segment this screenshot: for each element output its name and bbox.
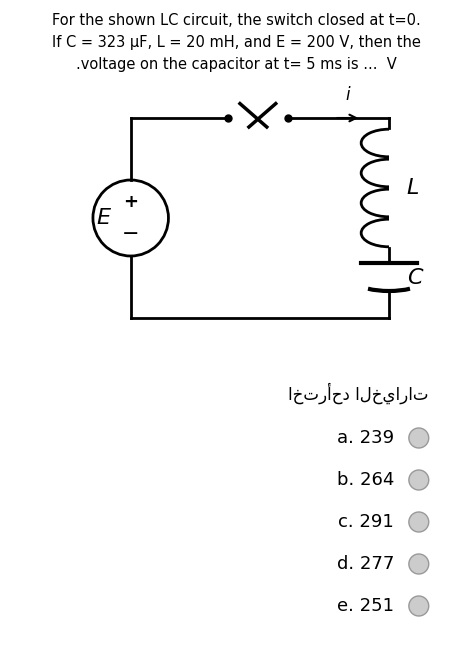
Text: +: +	[123, 193, 138, 211]
Text: For the shown LC circuit, the switch closed at t=0.: For the shown LC circuit, the switch clo…	[51, 13, 421, 28]
Text: −: −	[122, 224, 139, 244]
Circle shape	[409, 512, 429, 532]
Text: a. 239: a. 239	[337, 429, 394, 447]
Text: L: L	[407, 178, 419, 198]
Text: b. 264: b. 264	[337, 471, 394, 489]
Circle shape	[409, 596, 429, 616]
Text: .voltage on the capacitor at t= 5 ms is ...  V: .voltage on the capacitor at t= 5 ms is …	[76, 57, 396, 72]
Circle shape	[409, 428, 429, 448]
Text: E: E	[97, 208, 111, 228]
Text: c. 291: c. 291	[338, 513, 394, 531]
Text: d. 277: d. 277	[337, 555, 394, 573]
Circle shape	[409, 470, 429, 490]
Text: e. 251: e. 251	[337, 597, 394, 615]
Circle shape	[409, 554, 429, 574]
Text: اخترأحد الخيارات: اخترأحد الخيارات	[288, 382, 429, 404]
Text: C: C	[407, 268, 422, 288]
Text: If C = 323 μF, L = 20 mH, and E = 200 V, then the: If C = 323 μF, L = 20 mH, and E = 200 V,…	[51, 35, 421, 50]
Text: i: i	[345, 86, 350, 104]
